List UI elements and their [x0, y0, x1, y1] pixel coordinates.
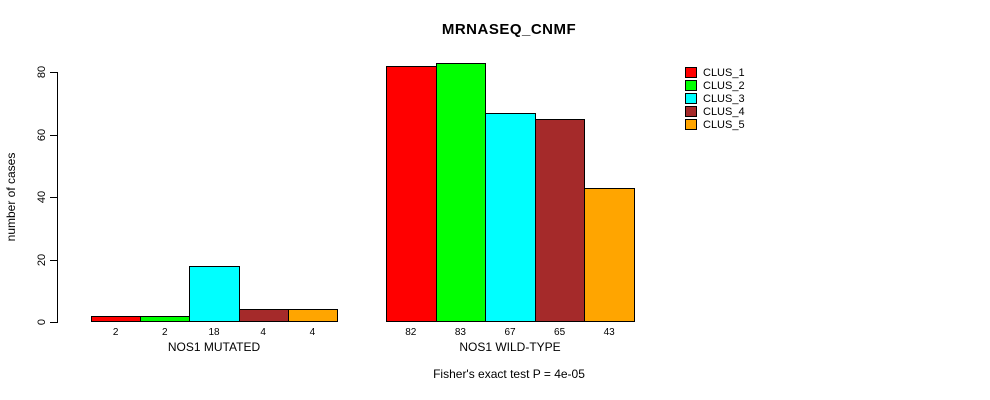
bar-clus_5-group1: [288, 309, 338, 322]
bar-clus_5-group2: [584, 188, 635, 322]
legend-label: CLUS_5: [703, 118, 745, 131]
y-axis-tick: [50, 322, 57, 323]
bar-value-label: 4: [260, 327, 266, 338]
x-category-label: NOS1 WILD-TYPE: [459, 340, 561, 354]
x-category-label: NOS1 MUTATED: [167, 340, 261, 354]
legend-swatch-icon: [685, 80, 697, 91]
caption: Fisher's exact test P = 4e-05: [433, 367, 585, 381]
bar-clus_1-group2: [386, 66, 437, 322]
y-axis-title: number of cases: [4, 152, 18, 242]
bar-clus_2-group1: [140, 316, 190, 322]
bar-clus_1-group1: [91, 316, 141, 322]
bar-value-label: 2: [112, 327, 119, 338]
bar-clus_4-group1: [239, 309, 289, 322]
bar-clus_4-group2: [535, 119, 585, 322]
legend-label: CLUS_2: [703, 79, 745, 92]
y-axis-tick: [50, 72, 57, 73]
legend: CLUS_1 CLUS_2 CLUS_3 CLUS_4 CLUS_5: [685, 66, 745, 131]
y-axis-tick-label: 60: [36, 128, 48, 141]
bar-clus_2-group2: [436, 63, 486, 322]
bar-value-label: 65: [554, 327, 566, 338]
legend-label: CLUS_1: [703, 66, 745, 79]
y-axis-tick: [50, 197, 57, 198]
bar-clus_3-group1: [189, 266, 240, 322]
legend-label: CLUS_3: [703, 92, 745, 105]
bar-value-label: 18: [208, 327, 220, 338]
legend-swatch-icon: [685, 106, 697, 117]
y-axis-line: [57, 72, 58, 323]
legend-swatch-icon: [685, 119, 697, 130]
legend-item-clus_5: CLUS_5: [685, 118, 745, 131]
y-axis-tick-label: 80: [36, 65, 48, 79]
legend-item-clus_4: CLUS_4: [685, 105, 745, 118]
bar-value-label: 67: [504, 327, 516, 338]
legend-swatch-icon: [685, 67, 697, 78]
bar-clus_3-group2: [485, 113, 536, 322]
y-axis-tick-label: 20: [36, 253, 48, 266]
y-axis-tick-label: 40: [36, 190, 48, 204]
bar-value-label: 82: [405, 327, 417, 338]
legend-label: CLUS_4: [703, 105, 745, 118]
legend-item-clus_1: CLUS_1: [685, 66, 745, 79]
y-axis-tick: [50, 259, 57, 261]
y-axis-tick-label: 0: [36, 318, 48, 326]
chart-title: MRNASEQ_CNMF: [441, 21, 577, 38]
legend-item-clus_3: CLUS_3: [685, 92, 745, 105]
y-axis-tick: [50, 134, 57, 136]
legend-item-clus_2: CLUS_2: [685, 79, 745, 92]
bar-value-label: 43: [603, 327, 615, 338]
bar-value-label: 2: [162, 327, 168, 338]
legend-swatch-icon: [685, 93, 697, 104]
bar-value-label: 4: [309, 327, 316, 338]
bar-value-label: 83: [454, 327, 466, 338]
